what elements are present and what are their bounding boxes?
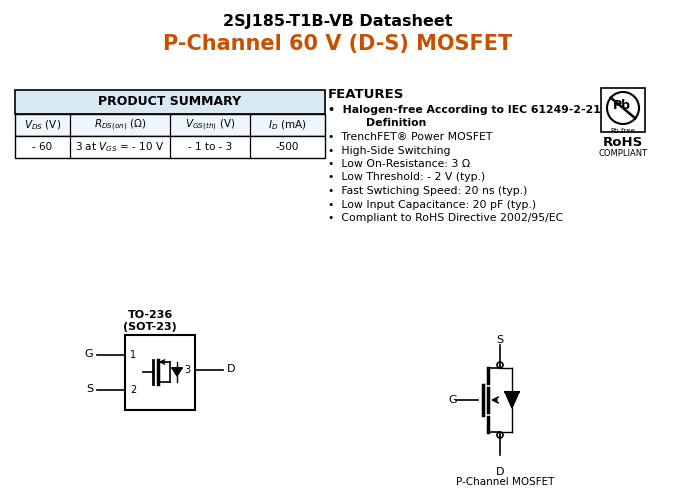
Bar <box>601 88 645 132</box>
Text: 2: 2 <box>130 385 136 395</box>
Text: RoHS: RoHS <box>603 136 643 149</box>
Text: Pb-free: Pb-free <box>610 128 635 134</box>
Text: •  Low Threshold: - 2 V (typ.): • Low Threshold: - 2 V (typ.) <box>328 172 485 182</box>
Circle shape <box>497 362 503 368</box>
Text: Pb: Pb <box>613 99 631 113</box>
Text: Definition: Definition <box>336 119 427 128</box>
Text: •  Compliant to RoHS Directive 2002/95/EC: • Compliant to RoHS Directive 2002/95/EC <box>328 213 563 223</box>
Text: •  Halogen-free According to IEC 61249-2-21: • Halogen-free According to IEC 61249-2-… <box>328 105 601 115</box>
Bar <box>15 136 325 158</box>
Text: 1: 1 <box>130 350 136 360</box>
Text: •  Fast Swtiching Speed: 20 ns (typ.): • Fast Swtiching Speed: 20 ns (typ.) <box>328 186 527 196</box>
Bar <box>125 335 195 410</box>
Text: S: S <box>496 335 504 345</box>
Text: 3 at $V_{GS}$ = - 10 V: 3 at $V_{GS}$ = - 10 V <box>76 140 164 154</box>
Text: $V_{GS(th)}$ (V): $V_{GS(th)}$ (V) <box>185 117 235 133</box>
Text: •  Low On-Resistance: 3 Ω: • Low On-Resistance: 3 Ω <box>328 159 470 169</box>
Circle shape <box>607 92 639 124</box>
Polygon shape <box>172 368 182 376</box>
Text: 3: 3 <box>184 365 190 375</box>
Text: $I_D$ (mA): $I_D$ (mA) <box>268 118 307 132</box>
Bar <box>15 90 325 114</box>
Text: S: S <box>86 384 93 394</box>
Text: -500: -500 <box>276 142 299 152</box>
Text: G: G <box>448 395 456 405</box>
Text: TO-236
(SOT-23): TO-236 (SOT-23) <box>123 310 177 331</box>
Text: $R_{DS(on)}$ (Ω): $R_{DS(on)}$ (Ω) <box>93 117 147 133</box>
Text: •  High-Side Switching: • High-Side Switching <box>328 146 450 156</box>
Bar <box>15 114 325 136</box>
Circle shape <box>497 432 503 438</box>
Text: PRODUCT SUMMARY: PRODUCT SUMMARY <box>99 95 241 109</box>
Text: •  TrenchFET® Power MOSFET: • TrenchFET® Power MOSFET <box>328 132 492 142</box>
Text: - 60: - 60 <box>32 142 53 152</box>
Text: FEATURES: FEATURES <box>328 88 404 101</box>
Text: P-Channel 60 V (D-S) MOSFET: P-Channel 60 V (D-S) MOSFET <box>164 34 512 54</box>
Text: COMPLIANT: COMPLIANT <box>598 149 648 158</box>
Text: P-Channel MOSFET: P-Channel MOSFET <box>456 477 554 487</box>
Text: $V_{DS}$ (V): $V_{DS}$ (V) <box>24 118 61 132</box>
Text: - 1 to - 3: - 1 to - 3 <box>188 142 232 152</box>
Text: •  Low Input Capacitance: 20 pF (typ.): • Low Input Capacitance: 20 pF (typ.) <box>328 200 536 209</box>
Text: 2SJ185-T1B-VB Datasheet: 2SJ185-T1B-VB Datasheet <box>223 14 453 29</box>
Text: G: G <box>84 349 93 359</box>
Text: D: D <box>496 467 504 477</box>
Polygon shape <box>505 392 519 408</box>
Text: D: D <box>227 364 235 374</box>
